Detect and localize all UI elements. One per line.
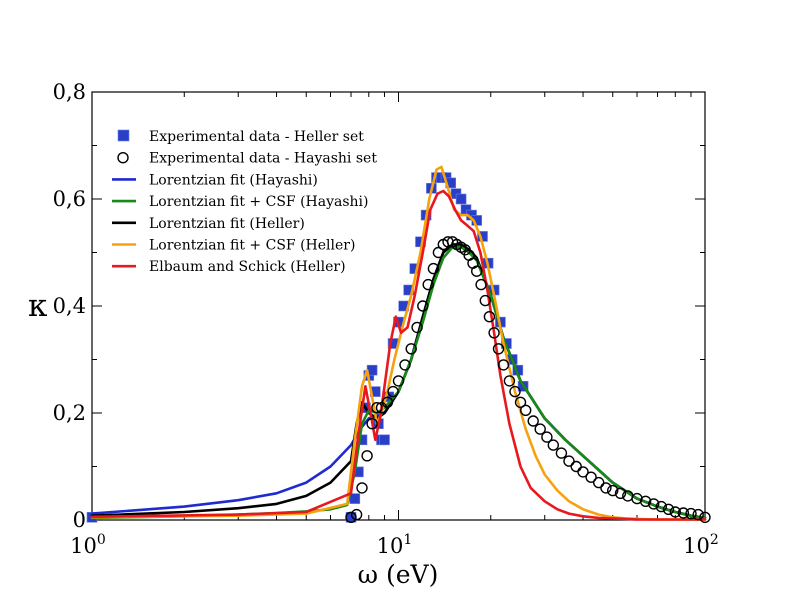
legend-entry-label: Experimental data - Heller set (149, 129, 364, 145)
hayashi-marker (685, 507, 697, 520)
x-tick-exponent: 0 (97, 532, 106, 548)
hayashi-marker (483, 311, 496, 323)
hayashi-marker (563, 455, 575, 467)
hayashi-marker (371, 402, 383, 414)
hayashi-marker (547, 439, 559, 451)
hayashi-marker (677, 507, 690, 519)
hayashi-marker (345, 511, 357, 523)
series-line-lorentzian-fit-heller (90, 243, 707, 520)
hayashi-marker (381, 396, 394, 408)
legend-entry-label: Lorentzian fit + CSF (Heller) (149, 238, 355, 254)
hayashi-marker (662, 503, 675, 515)
hayashi-marker (593, 476, 605, 489)
x-tick-base: 10 (683, 534, 710, 558)
hayashi-marker (570, 460, 582, 473)
series-layer (86, 165, 711, 523)
hayashi-marker (488, 327, 500, 339)
hayashi-marker (648, 498, 660, 510)
hayashi-marker (600, 482, 612, 494)
legend-entry-label: Elbaum and Schick (Heller) (149, 259, 346, 275)
hayashi-marker (541, 431, 553, 443)
legend-entry-label: Experimental data - Hayashi set (149, 151, 377, 167)
hayashi-marker (514, 396, 527, 408)
x-tick-base: 10 (377, 534, 404, 558)
hayashi-marker (399, 359, 411, 371)
series-line-lorentzian-fit-csf-hayashi (90, 245, 707, 520)
x-tick-base: 10 (70, 534, 97, 558)
hayashi-marker (527, 415, 539, 427)
series-line-lorentzian-fit-csf-heller (90, 165, 707, 521)
hayashi-marker (497, 359, 510, 371)
hayashi-marker (509, 385, 521, 398)
x-axis-label: ω (eV) (358, 560, 439, 589)
x-tick-exponent: 2 (710, 532, 719, 548)
legend-entry-label: Lorentzian fit (Heller) (149, 216, 305, 232)
hayashi-marker (534, 423, 546, 435)
y-tick-label: 0,4 (53, 294, 86, 318)
hayashi-marker (669, 506, 681, 518)
heller-marker (379, 434, 390, 446)
x-tick-label: 102 (683, 532, 719, 558)
heller-marker (455, 193, 467, 205)
hayashi-marker (422, 278, 434, 291)
hayashi-marker (479, 294, 491, 307)
hayashi-marker (427, 262, 440, 275)
series-line-lorentzian-fit-hayashi (90, 243, 707, 520)
x-tick-label: 100 (70, 532, 106, 558)
hayashi-marker (411, 321, 423, 334)
hayashi-marker (417, 300, 429, 312)
hayashi-marker (387, 385, 399, 398)
hayashi-marker (699, 511, 711, 523)
legend-swatch-square (117, 129, 130, 142)
hayashi-marker (356, 482, 368, 494)
y-tick-label: 0,2 (53, 401, 86, 425)
legend-entry-label: Lorentzian fit (Hayashi) (149, 172, 318, 188)
hayashi-marker (585, 471, 597, 483)
hayashi-marker (366, 418, 378, 430)
x-tick-label: 101 (377, 532, 413, 558)
y-tick-label: 0,8 (53, 80, 86, 104)
hayashi-marker (350, 508, 363, 521)
hayashi-marker (655, 500, 667, 513)
y-tick-label: 0,6 (53, 187, 86, 211)
hayashi-marker (475, 278, 487, 291)
legend: Experimental data - Heller set Experiment… (112, 129, 377, 275)
hayashi-marker (405, 343, 417, 355)
hayashi-marker (520, 404, 532, 416)
hayashi-marker (639, 495, 652, 507)
hayashi-marker (432, 246, 445, 259)
legend-entry-label: Lorentzian fit + CSF (Hayashi) (149, 194, 369, 210)
heller-marker (403, 284, 415, 296)
series-line-elbaum-and-schick-heller (90, 189, 707, 521)
hayashi-marker (392, 375, 405, 387)
hayashi-marker (607, 484, 619, 497)
hayashi-marker (614, 487, 627, 499)
hayashi-marker (471, 265, 483, 277)
hayashi-marker (577, 466, 589, 478)
y-axis-label: κ (28, 288, 47, 324)
hayashi-marker (555, 447, 568, 459)
y-tick-label: 0 (73, 508, 86, 532)
legend-swatch-circle (117, 151, 129, 164)
hayashi-marker (503, 375, 516, 387)
hayashi-marker (361, 450, 373, 462)
hayashi-marker (492, 343, 505, 355)
hayashi-marker (692, 508, 704, 521)
x-tick-exponent: 1 (403, 532, 412, 548)
heller-marker (349, 493, 361, 504)
